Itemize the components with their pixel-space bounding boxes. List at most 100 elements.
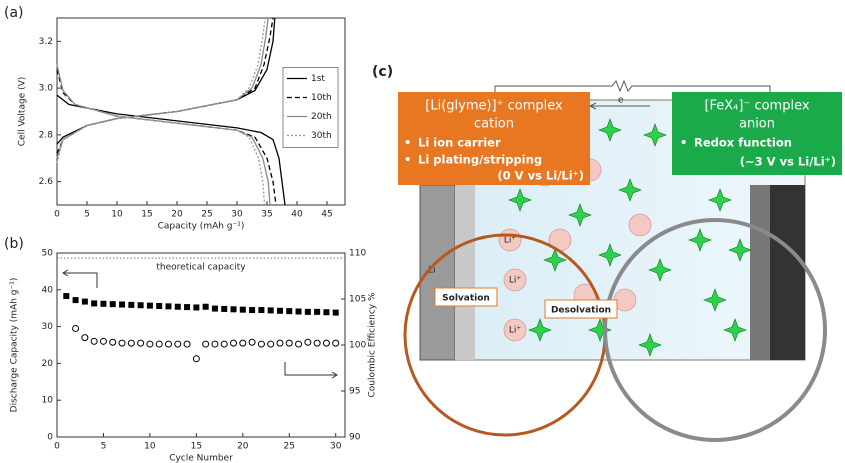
point (137, 339, 145, 347)
legend-label: 30th (311, 131, 332, 141)
anion (598, 118, 622, 142)
panel-label: (a) (4, 5, 24, 21)
anion (688, 228, 712, 252)
box-title: anion (739, 117, 775, 132)
point (184, 304, 191, 311)
x-tick-label: 30 (330, 442, 342, 452)
arrow (62, 269, 98, 288)
cathode (770, 185, 805, 360)
ion-label: Li⁺ (509, 276, 522, 286)
point (258, 307, 265, 314)
point (109, 301, 116, 308)
point (220, 340, 228, 348)
reference-label: theoretical capacity (156, 263, 246, 273)
x-tick-label: 30 (231, 210, 243, 220)
y2-tick-label: 90 (349, 433, 361, 443)
point (109, 338, 117, 346)
zoom-circle (603, 218, 827, 442)
point (128, 301, 135, 308)
y2-tick-label: 110 (349, 249, 366, 259)
wire (494, 79, 771, 100)
point (211, 305, 218, 312)
y-tick-label: 2.6 (39, 177, 54, 187)
step-label: Solvation (442, 294, 490, 304)
point (295, 308, 302, 315)
box-bullet: Redox function (694, 136, 792, 150)
box-bullet: Li ion carrier (418, 136, 501, 150)
step-box (544, 299, 618, 319)
box-title: [Li(glyme)]⁺ complex (425, 99, 563, 114)
anion (543, 248, 567, 272)
bullet: • (404, 136, 411, 150)
point (286, 308, 293, 315)
point (81, 334, 89, 342)
step-box (434, 287, 498, 307)
anion (703, 288, 727, 312)
y2-axis-label: Coulombic Efficiency % (368, 292, 378, 398)
cation (628, 213, 652, 237)
cation (503, 318, 527, 342)
curve (56, 17, 274, 154)
box-note: (0 V vs Li/Li⁺) (497, 169, 584, 183)
point (285, 339, 293, 347)
y-tick-label: 30 (42, 322, 54, 332)
point (239, 306, 246, 313)
y-tick-label: 40 (42, 285, 54, 295)
y-tick-label: 10 (42, 396, 54, 406)
point (99, 337, 107, 345)
anion (723, 318, 747, 342)
y-tick-label: 50 (42, 249, 54, 259)
y2-tick-label: 95 (349, 387, 360, 397)
x-axis-label: Cycle Number (169, 454, 233, 463)
x-tick-label: 25 (284, 442, 295, 452)
y2-tick-label: 100 (349, 341, 366, 351)
point (322, 339, 330, 347)
legend (282, 67, 339, 148)
point (137, 302, 144, 309)
point (119, 301, 126, 308)
anion (708, 188, 732, 212)
point (155, 340, 163, 348)
diagram: (c) e Li Li⁺ Li⁺ Li⁺ Solvation Desolvation… (372, 64, 842, 442)
cation-box (398, 92, 590, 185)
x-tick-label: 15 (141, 210, 152, 220)
anion (643, 123, 667, 147)
bullet: • (680, 136, 687, 150)
y-tick-label: 3.2 (39, 37, 53, 47)
point (118, 339, 126, 347)
x-axis-label: Capacity (mAh g⁻¹) (158, 222, 245, 232)
arrow (284, 362, 338, 379)
x-tick-label: 15 (191, 442, 202, 452)
point (332, 339, 340, 347)
box-bullet: Li plating/stripping (418, 153, 542, 167)
point (304, 338, 312, 346)
electron-arrow (589, 102, 650, 110)
x-tick-label: 45 (321, 210, 332, 220)
x-tick-label: 0 (54, 210, 60, 220)
legend-label: 20th (311, 112, 332, 122)
point (127, 339, 135, 347)
anion-box (672, 92, 842, 175)
y-axis-label: Discharge Capacity (mAh g⁻¹) (10, 278, 20, 413)
y-tick-label: 0 (47, 433, 53, 443)
point (267, 340, 275, 348)
cathode-side (750, 185, 770, 360)
anion (598, 243, 622, 267)
legend-label: 1st (311, 74, 325, 84)
point (156, 302, 163, 309)
curve (56, 64, 266, 206)
point (72, 324, 80, 332)
cation (503, 268, 527, 292)
ion-label: Li⁺ (509, 326, 522, 336)
electron-label: e (618, 96, 624, 106)
curve (56, 17, 266, 164)
point (164, 340, 172, 348)
anion (638, 333, 662, 357)
point (202, 303, 209, 310)
point (248, 338, 256, 346)
panel-label: (c) (372, 64, 393, 80)
point (174, 340, 182, 348)
x-tick-label: 0 (54, 442, 60, 452)
x-tick-label: 20 (237, 442, 249, 452)
